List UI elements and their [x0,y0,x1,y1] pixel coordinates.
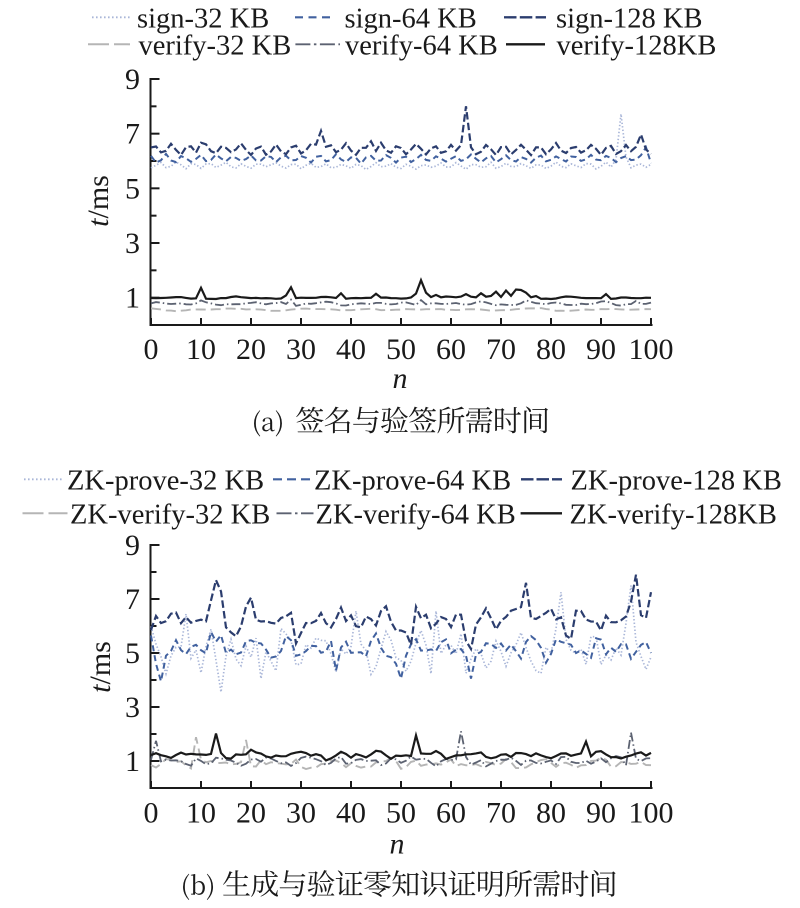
svg-text:3: 3 [125,691,140,724]
svg-text:3: 3 [125,227,140,260]
svg-text:verify-32 KB: verify-32 KB [139,31,292,62]
svg-text:ZK-verify-32 KB: ZK-verify-32 KB [70,500,270,531]
svg-text:0: 0 [144,797,159,830]
svg-text:50: 50 [386,333,416,366]
svg-text:10: 10 [186,333,216,366]
svg-text:1: 1 [125,745,140,778]
svg-text:ZK-prove-32 KB: ZK-prove-32 KB [67,466,264,497]
svg-text:100: 100 [629,797,674,830]
svg-text:20: 20 [236,797,266,830]
svg-text:n: n [390,828,405,861]
svg-text:ZK-prove-128 KB: ZK-prove-128 KB [571,466,782,497]
svg-text:verify-128KB: verify-128KB [557,31,717,62]
svg-text:70: 70 [486,797,516,830]
svg-text:sign-128 KB: sign-128 KB [556,4,702,35]
svg-text:20: 20 [236,333,266,366]
svg-text:ZK-prove-64 KB: ZK-prove-64 KB [314,466,511,497]
svg-text:5: 5 [125,172,140,205]
svg-text:40: 40 [336,797,366,830]
svg-text:50: 50 [386,797,416,830]
svg-text:1: 1 [125,282,140,315]
svg-text:70: 70 [486,333,516,366]
svg-text:n: n [393,362,408,395]
svg-text:9: 9 [125,63,140,96]
svg-text:100: 100 [629,333,674,366]
svg-text:verify-64 KB: verify-64 KB [345,31,498,62]
svg-text:ZK-verify-128KB: ZK-verify-128KB [570,500,777,531]
svg-text:sign-64 KB: sign-64 KB [345,4,477,35]
svg-text:5: 5 [125,637,140,670]
svg-text:60: 60 [436,333,466,366]
svg-text:40: 40 [336,333,366,366]
svg-text:80: 80 [536,333,566,366]
svg-text:9: 9 [125,529,140,562]
svg-text:t/ms: t/ms [84,641,117,693]
svg-text:90: 90 [586,333,616,366]
svg-text:ZK-verify-64 KB: ZK-verify-64 KB [316,500,516,531]
svg-text:7: 7 [125,118,140,151]
svg-text:10: 10 [186,797,216,830]
svg-text:sign-32 KB: sign-32 KB [137,4,269,35]
svg-text:80: 80 [536,797,566,830]
svg-text:60: 60 [436,797,466,830]
svg-text:0: 0 [144,333,159,366]
svg-text:t/ms: t/ms [82,175,115,227]
svg-text:7: 7 [125,583,140,616]
svg-text:30: 30 [286,333,316,366]
svg-text:90: 90 [586,797,616,830]
svg-text:30: 30 [286,797,316,830]
